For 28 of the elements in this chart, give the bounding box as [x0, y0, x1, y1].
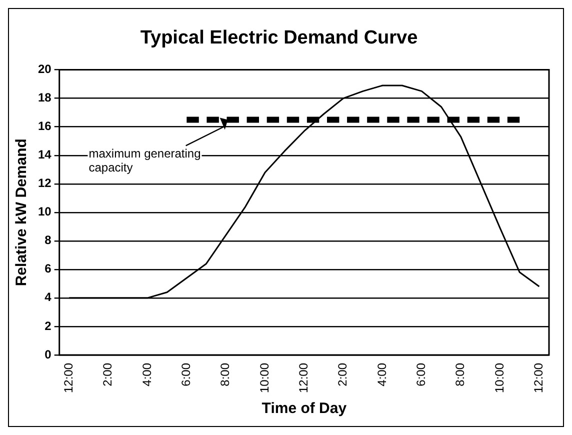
x-tick-label: 12:00 — [532, 362, 546, 393]
x-tick-label: 12:00 — [296, 362, 310, 393]
y-tick-label: 12 — [38, 176, 52, 190]
y-tick-label: 16 — [38, 119, 52, 134]
chart-title: Typical Electric Demand Curve — [140, 28, 418, 49]
y-tick-label: 14 — [38, 148, 52, 162]
x-tick-label: 10:00 — [492, 362, 506, 393]
x-tick-label: 4:00 — [374, 362, 389, 386]
annotation: maximum generating capacity — [88, 146, 201, 175]
x-tick-label: 2:00 — [336, 362, 350, 386]
x-tick-label: 8:00 — [453, 362, 468, 386]
x-tick-label: 10:00 — [257, 362, 272, 393]
y-tick-label: 20 — [38, 62, 52, 76]
x-tick-label: 6:00 — [414, 362, 428, 386]
x-tick-label: 12:00 — [61, 362, 76, 393]
y-tick-label: 8 — [44, 233, 52, 248]
x-tick-label: 8:00 — [218, 362, 232, 386]
y-tick-label: 6 — [44, 262, 52, 276]
y-tick-label: 18 — [38, 90, 52, 105]
x-axis-title: Time of Day — [262, 400, 348, 418]
x-tick-label: 2:00 — [100, 362, 115, 386]
y-tick-label: 2 — [44, 318, 52, 333]
x-tick-label: 4:00 — [140, 362, 154, 386]
y-tick-label: 0 — [44, 347, 52, 362]
y-axis-title: Relative kW Demand — [13, 138, 30, 286]
y-tick-label: 4 — [44, 290, 52, 304]
x-tick-label: 6:00 — [178, 362, 193, 386]
y-tick-label: 10 — [38, 204, 52, 219]
